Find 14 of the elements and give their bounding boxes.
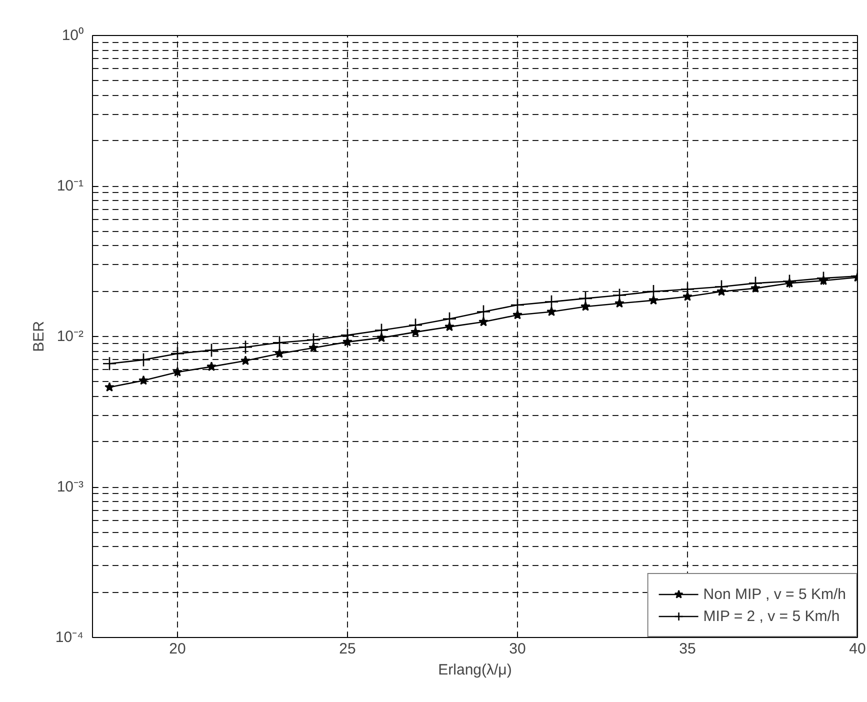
y-axis-title: BER — [30, 320, 48, 352]
x-tick-label: 25 — [339, 640, 356, 658]
y-tick-label: 10⁰ — [62, 27, 84, 44]
y-tick-label: 10⁻² — [56, 328, 84, 345]
x-axis-title: Erlang(λ/μ) — [438, 662, 512, 678]
y-tick-label: 10⁻¹ — [56, 178, 84, 194]
y-tick-label: 10⁻⁴ — [55, 629, 84, 646]
y-tick-label: 10⁻³ — [56, 478, 84, 496]
legend-label: MIP = 2 , v = 5 Km/h — [703, 608, 840, 624]
x-tick-label: 20 — [169, 640, 186, 658]
x-tick-label: 40 — [849, 640, 866, 658]
legend-label: Non MIP , v = 5 Km/h — [703, 586, 846, 602]
x-tick-label: 30 — [509, 640, 526, 658]
x-tick-label: 35 — [679, 640, 696, 658]
